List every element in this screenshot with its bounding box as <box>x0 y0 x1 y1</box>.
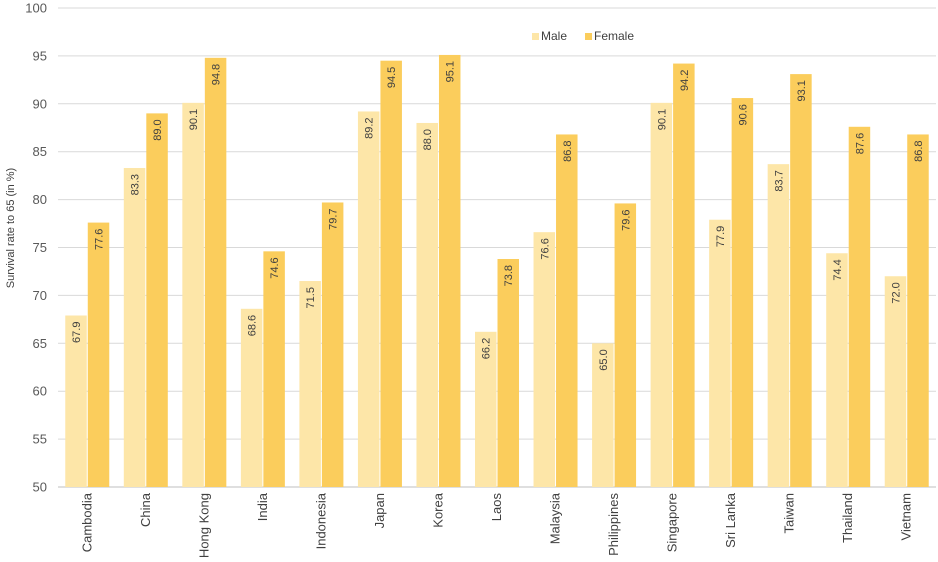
bar-female-korea <box>438 54 461 487</box>
data-label-male-vietnam: 72.0 <box>890 282 902 303</box>
y-tick-95: 95 <box>33 48 47 63</box>
data-label-female-hong-kong: 94.8 <box>211 64 223 85</box>
y-tick-65: 65 <box>33 336 47 351</box>
data-label-male-thailand: 74.4 <box>832 259 844 280</box>
y-tick-80: 80 <box>33 192 47 207</box>
data-label-male-cambodia: 67.9 <box>71 322 83 343</box>
data-label-female-thailand: 87.6 <box>854 133 866 154</box>
bar-female-vietnam <box>907 134 929 487</box>
data-label-female-singapore: 94.2 <box>679 70 691 91</box>
data-label-female-laos: 73.8 <box>503 265 515 286</box>
x-tick-sri-lanka: Sri Lanka <box>723 492 738 548</box>
x-tick-china: China <box>138 492 153 527</box>
data-label-male-philippines: 65.0 <box>598 349 610 370</box>
y-axis-label: Survival rate to 65 (in %) <box>5 168 17 288</box>
data-label-female-korea: 95.1 <box>445 61 457 82</box>
x-tick-vietnam: Vietnam <box>899 493 914 540</box>
legend-label-male: Male <box>541 29 567 43</box>
data-label-male-japan: 89.2 <box>364 117 376 138</box>
data-label-female-china: 89.0 <box>152 119 164 140</box>
bar-male-indonesia <box>299 281 321 487</box>
bar-male-philippines <box>592 343 614 487</box>
bar-male-sri-lanka <box>709 219 731 487</box>
data-label-male-malaysia: 76.6 <box>539 238 551 259</box>
data-label-male-india: 68.6 <box>247 315 259 336</box>
bar-male-vietnam <box>884 276 907 487</box>
data-label-male-singapore: 90.1 <box>656 109 668 130</box>
x-tick-malaysia: Malaysia <box>548 492 563 544</box>
legend-label-female: Female <box>594 29 634 43</box>
gridlines <box>58 7 936 488</box>
bar-female-philippines <box>614 203 637 487</box>
x-tick-labels: Cambodia China Hong Kong India Indonesia Japa… <box>79 492 913 558</box>
bar-female-sri-lanka <box>731 98 754 487</box>
bar-female-hong-kong <box>204 57 227 487</box>
y-tick-labels: 50 55 60 65 70 75 80 85 90 95 100 <box>25 1 47 495</box>
bar-male-thailand <box>826 253 848 487</box>
bar-male-taiwan <box>767 164 790 488</box>
bar-male-singapore <box>650 102 673 487</box>
data-label-male-hong-kong: 90.1 <box>188 109 200 130</box>
data-label-male-indonesia: 71.5 <box>305 287 317 308</box>
legend: Male Female <box>532 29 634 43</box>
bar-female-china <box>146 113 168 487</box>
x-tick-philippines: Philippines <box>606 493 621 556</box>
data-label-male-sri-lanka: 77.9 <box>715 226 727 247</box>
bar-female-thailand <box>848 126 871 488</box>
y-tick-75: 75 <box>33 240 47 255</box>
x-tick-india: India <box>255 492 270 521</box>
x-tick-hong-kong: Hong Kong <box>196 493 211 558</box>
bar-female-taiwan <box>790 74 812 488</box>
bar-male-china <box>123 167 146 487</box>
y-tick-50: 50 <box>33 480 47 495</box>
x-tick-laos: Laos <box>489 493 504 522</box>
bar-female-india <box>263 251 285 487</box>
bar-male-laos <box>475 331 497 487</box>
bar-male-malaysia <box>533 232 556 487</box>
x-tick-taiwan: Taiwan <box>782 493 797 533</box>
data-label-female-malaysia: 86.8 <box>562 140 574 161</box>
data-label-male-china: 83.3 <box>130 174 142 195</box>
data-label-female-sri-lanka: 90.6 <box>737 104 749 125</box>
bar-male-korea <box>416 122 438 488</box>
bar-female-singapore <box>673 63 695 488</box>
bar-male-hong-kong <box>182 102 204 487</box>
legend-swatch-female <box>585 33 592 40</box>
y-tick-100: 100 <box>25 1 47 16</box>
data-label-female-philippines: 79.6 <box>620 209 632 230</box>
data-label-female-japan: 94.5 <box>386 67 398 88</box>
bars <box>65 54 929 488</box>
data-labels: 67.9 77.6 83.3 89.0 90.1 94.8 68.6 74.6 71.5 79.7… <box>71 61 925 371</box>
y-tick-70: 70 <box>33 288 47 303</box>
bar-female-malaysia <box>556 134 578 487</box>
bar-male-cambodia <box>65 315 87 487</box>
bar-female-laos <box>497 258 519 487</box>
data-label-female-india: 74.6 <box>269 257 281 278</box>
data-label-female-cambodia: 77.6 <box>94 229 106 250</box>
y-tick-55: 55 <box>33 432 47 447</box>
data-label-male-taiwan: 83.7 <box>773 170 785 191</box>
bar-female-indonesia <box>321 202 344 487</box>
x-tick-indonesia: Indonesia <box>313 492 328 549</box>
data-label-male-laos: 66.2 <box>481 338 493 359</box>
x-tick-singapore: Singapore <box>665 493 680 552</box>
bar-male-india <box>240 308 263 487</box>
data-label-female-vietnam: 86.8 <box>913 140 925 161</box>
y-tick-85: 85 <box>33 144 47 159</box>
bar-female-japan <box>380 60 402 487</box>
x-tick-cambodia: Cambodia <box>79 492 94 552</box>
x-tick-japan: Japan <box>372 493 387 528</box>
data-label-female-indonesia: 79.7 <box>328 208 340 229</box>
data-label-female-taiwan: 93.1 <box>796 80 808 101</box>
x-tick-korea: Korea <box>430 492 445 527</box>
y-tick-60: 60 <box>33 384 47 399</box>
bar-female-cambodia <box>87 222 110 488</box>
y-tick-90: 90 <box>33 96 47 111</box>
legend-swatch-male <box>532 33 539 40</box>
bar-male-japan <box>357 111 380 488</box>
data-label-male-korea: 88.0 <box>422 129 434 150</box>
x-tick-thailand: Thailand <box>840 493 855 543</box>
